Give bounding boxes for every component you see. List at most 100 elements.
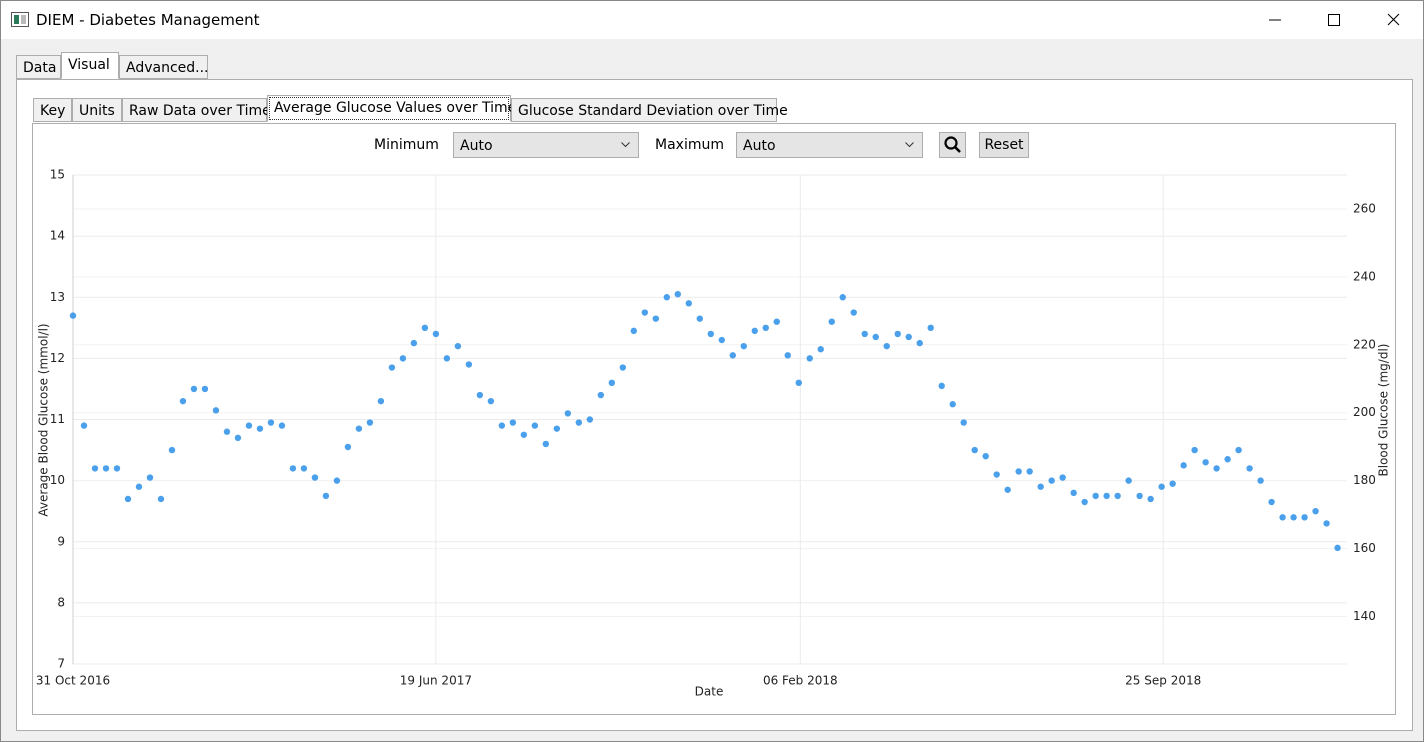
sub-tab[interactable]: Raw Data over Time bbox=[122, 98, 271, 122]
window-controls[interactable] bbox=[1263, 9, 1413, 31]
data-point bbox=[1202, 459, 1209, 466]
data-point bbox=[487, 397, 495, 405]
data-point bbox=[69, 312, 77, 319]
y2-axis-title: Blood Glucose (mg/dl) bbox=[1377, 344, 1391, 477]
data-point bbox=[960, 419, 967, 426]
main-tab[interactable]: Data bbox=[16, 55, 61, 79]
data-point bbox=[795, 379, 802, 387]
data-point bbox=[1136, 492, 1143, 500]
data-point bbox=[1103, 492, 1110, 500]
main-tab[interactable]: Advanced... bbox=[119, 55, 209, 79]
x-axis-title: Date bbox=[695, 685, 724, 699]
data-point bbox=[300, 465, 308, 472]
data-point bbox=[707, 330, 714, 338]
y-tick-label: 10 bbox=[50, 473, 65, 487]
data-point bbox=[267, 419, 275, 426]
y-tick-label: 8 bbox=[57, 595, 65, 609]
data-point bbox=[1290, 514, 1297, 521]
data-point bbox=[190, 385, 198, 393]
data-point bbox=[465, 361, 473, 368]
data-point bbox=[355, 425, 363, 432]
y-tick-label: 9 bbox=[57, 534, 65, 548]
data-point bbox=[1048, 477, 1055, 484]
data-point bbox=[333, 477, 341, 484]
data-point bbox=[872, 333, 879, 341]
data-point bbox=[1191, 446, 1198, 454]
data-point bbox=[234, 434, 242, 442]
y-tick-label: 12 bbox=[50, 351, 65, 365]
data-point bbox=[113, 465, 121, 472]
y2-tick-label: 160 bbox=[1353, 541, 1376, 555]
y2-tick-label: 220 bbox=[1353, 337, 1376, 351]
data-point bbox=[751, 327, 758, 335]
y2-tick-label: 200 bbox=[1353, 405, 1376, 419]
data-point bbox=[223, 428, 231, 435]
main-tab[interactable]: Visual bbox=[61, 52, 119, 79]
data-point bbox=[1081, 498, 1088, 506]
data-point bbox=[685, 300, 692, 307]
data-point bbox=[1070, 489, 1077, 497]
data-point bbox=[608, 379, 616, 387]
x-tick-label: 31 Oct 2016 bbox=[36, 674, 110, 688]
data-point bbox=[146, 474, 154, 481]
y2-tick-label: 240 bbox=[1353, 269, 1376, 283]
data-point bbox=[91, 465, 99, 472]
data-point bbox=[729, 352, 736, 359]
data-point bbox=[476, 391, 484, 399]
y-tick-label: 7 bbox=[57, 657, 65, 671]
data-point bbox=[520, 431, 528, 438]
reset-button[interactable]: Reset bbox=[979, 132, 1029, 158]
maximum-combo[interactable]: Auto bbox=[736, 132, 923, 158]
data-point bbox=[762, 324, 769, 332]
data-point bbox=[443, 355, 451, 362]
y-tick-label: 15 bbox=[50, 168, 65, 182]
data-point bbox=[839, 294, 846, 301]
minimum-combo[interactable]: Auto bbox=[453, 132, 639, 158]
y-tick-label: 11 bbox=[50, 412, 65, 426]
sub-tab[interactable]: Units bbox=[72, 98, 122, 122]
zoom-button[interactable] bbox=[939, 132, 966, 158]
data-point bbox=[718, 336, 725, 344]
data-point bbox=[938, 382, 945, 390]
data-point bbox=[553, 425, 561, 432]
data-point bbox=[135, 483, 143, 490]
data-point bbox=[905, 333, 912, 341]
x-tick-label: 25 Sep 2018 bbox=[1125, 674, 1201, 688]
y-tick-label: 13 bbox=[50, 290, 65, 304]
data-point bbox=[1323, 520, 1330, 527]
data-point bbox=[421, 324, 429, 332]
app-icon bbox=[11, 12, 29, 27]
data-point bbox=[1224, 456, 1231, 463]
data-point bbox=[806, 355, 813, 362]
chevron bbox=[621, 142, 630, 148]
data-point bbox=[850, 309, 857, 316]
data-point bbox=[344, 443, 352, 451]
data-point bbox=[498, 422, 506, 429]
window-title: DIEM - Diabetes Management bbox=[36, 11, 260, 29]
data-point bbox=[1125, 477, 1132, 484]
data-point bbox=[1114, 492, 1121, 500]
data-point bbox=[1213, 465, 1220, 472]
data-point bbox=[1301, 514, 1308, 521]
y-axis-title: Average Blood Glucose (mmol/l) bbox=[37, 323, 51, 516]
minimum-label: Minimum bbox=[374, 137, 439, 153]
data-point bbox=[454, 342, 462, 350]
sub-tab[interactable]: Glucose Standard Deviation over Time bbox=[511, 98, 788, 122]
sub-tab[interactable]: Average Glucose Values over Time bbox=[267, 95, 516, 122]
data-point bbox=[201, 385, 209, 393]
data-point bbox=[828, 318, 835, 325]
sub-tab[interactable]: Key bbox=[33, 98, 72, 122]
data-point bbox=[322, 492, 330, 500]
data-point bbox=[949, 401, 956, 408]
data-point bbox=[124, 495, 132, 503]
data-point bbox=[1026, 468, 1033, 475]
y-tick-label: 14 bbox=[50, 229, 65, 243]
chevron bbox=[905, 142, 914, 148]
data-point bbox=[80, 422, 88, 429]
data-point bbox=[1147, 495, 1154, 503]
zoom-icon bbox=[943, 136, 961, 153]
data-point bbox=[1334, 544, 1341, 552]
data-point bbox=[652, 315, 660, 322]
y2-tick-label: 140 bbox=[1353, 609, 1376, 623]
